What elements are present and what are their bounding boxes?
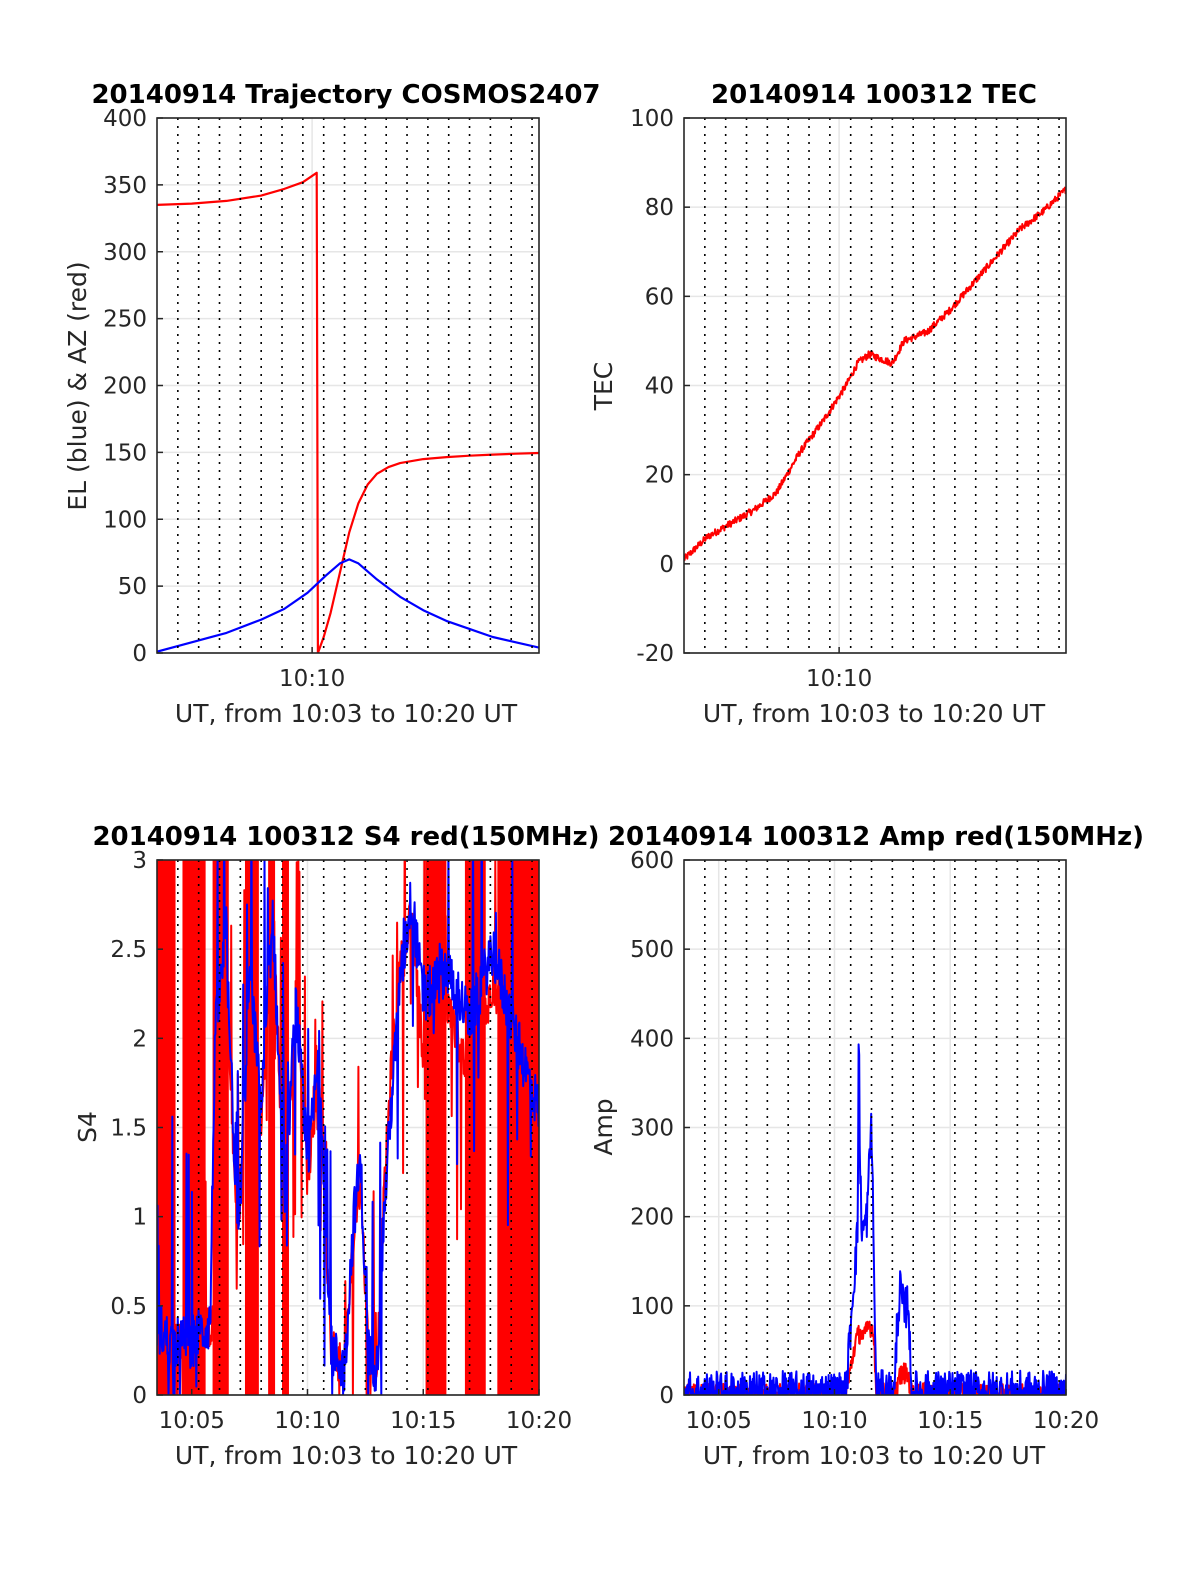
amp-title: 20140914 100312 Amp red(150MHz) [608,822,1144,852]
trajectory-ytick-label: 200 [103,374,147,400]
trajectory-title: 20140914 Trajectory COSMOS2407 [91,80,600,110]
tec-ytick-label: 60 [645,284,674,310]
tec-series-red [684,186,1066,562]
s4-xtick-label: 10:20 [506,1408,572,1434]
s4-title: 20140914 100312 S4 red(150MHz) [92,822,599,852]
s4-ytick-label: 3 [132,848,147,874]
tec-ytick-label: 100 [630,106,674,132]
tec-title: 20140914 100312 TEC [711,80,1037,110]
s4-ylabel: S4 [73,1111,102,1143]
s4-ytick-label: 1 [132,1205,147,1231]
s4-xtick-label: 10:10 [274,1408,340,1434]
s4-ytick-label: 0.5 [110,1294,147,1320]
amp-ytick-label: 500 [630,937,674,963]
trajectory-ylabel: EL (blue) & AZ (red) [63,261,92,510]
amp-ytick-label: 400 [630,1026,674,1052]
trajectory-ytick-label: 350 [103,173,147,199]
s4-xlabel: UT, from 10:03 to 10:20 UT [175,1441,518,1470]
s4-red-band [425,860,447,1395]
trajectory-xlabel: UT, from 10:03 to 10:20 UT [175,699,518,728]
tec-xlabel: UT, from 10:03 to 10:20 UT [703,699,1046,728]
amp-ytick-label: 100 [630,1294,674,1320]
trajectory-ytick-label: 400 [103,106,147,132]
amp-xtick-label: 10:10 [801,1408,867,1434]
s4-xtick-label: 10:05 [159,1408,225,1434]
trajectory-ytick-label: 150 [103,440,147,466]
tec-ytick-label: 20 [645,463,674,489]
tec-xtick-label: 10:10 [806,666,872,692]
s4-panel: 0 0.5 1 1.5 2 2.5 3 10:05 10:10 10:15 10:20 201409… [73,822,600,1470]
tec-ylabel: TEC [589,362,618,412]
tec-ytick-label: -20 [636,641,674,667]
trajectory-panel: 0 50 100 150 200 250 300 350 400 10:10 20140914 T… [63,80,601,728]
tec-panel: -20 0 20 40 60 80 100 10:10 20140914 100312 TEC… [589,80,1067,728]
s4-series-blue [157,860,539,1395]
trajectory-xtick-label: 10:10 [279,666,345,692]
s4-xtick-label: 10:15 [390,1408,456,1434]
amp-ytick-label: 0 [659,1383,674,1409]
tec-ytick-label: 80 [645,195,674,221]
amp-ytick-label: 300 [630,1116,674,1142]
trajectory-ytick-label: 300 [103,240,147,266]
s4-ytick-label: 2.5 [110,937,147,963]
tec-ytick-label: 40 [645,374,674,400]
trajectory-ytick-label: 50 [118,574,147,600]
trajectory-ytick-label: 250 [103,307,147,333]
tec-ytick-label: 0 [659,552,674,578]
amp-xtick-label: 10:20 [1033,1408,1099,1434]
amp-ytick-label: 600 [630,848,674,874]
amp-ylabel: Amp [589,1098,618,1155]
trajectory-series-red [157,171,539,653]
amp-xtick-label: 10:15 [917,1408,983,1434]
amp-ytick-label: 200 [630,1205,674,1231]
amp-xlabel: UT, from 10:03 to 10:20 UT [703,1441,1046,1470]
trajectory-ytick-label: 100 [103,507,147,533]
s4-red-band [268,860,276,1395]
amp-xtick-label: 10:05 [686,1408,752,1434]
trajectory-ytick-label: 0 [132,641,147,667]
s4-red-band [282,860,289,1395]
s4-ytick-label: 0 [132,1383,147,1409]
s4-ytick-label: 2 [132,1026,147,1052]
s4-ytick-label: 1.5 [110,1116,147,1142]
trajectory-series-blue [157,558,539,653]
amp-series-blue [684,1043,1066,1395]
